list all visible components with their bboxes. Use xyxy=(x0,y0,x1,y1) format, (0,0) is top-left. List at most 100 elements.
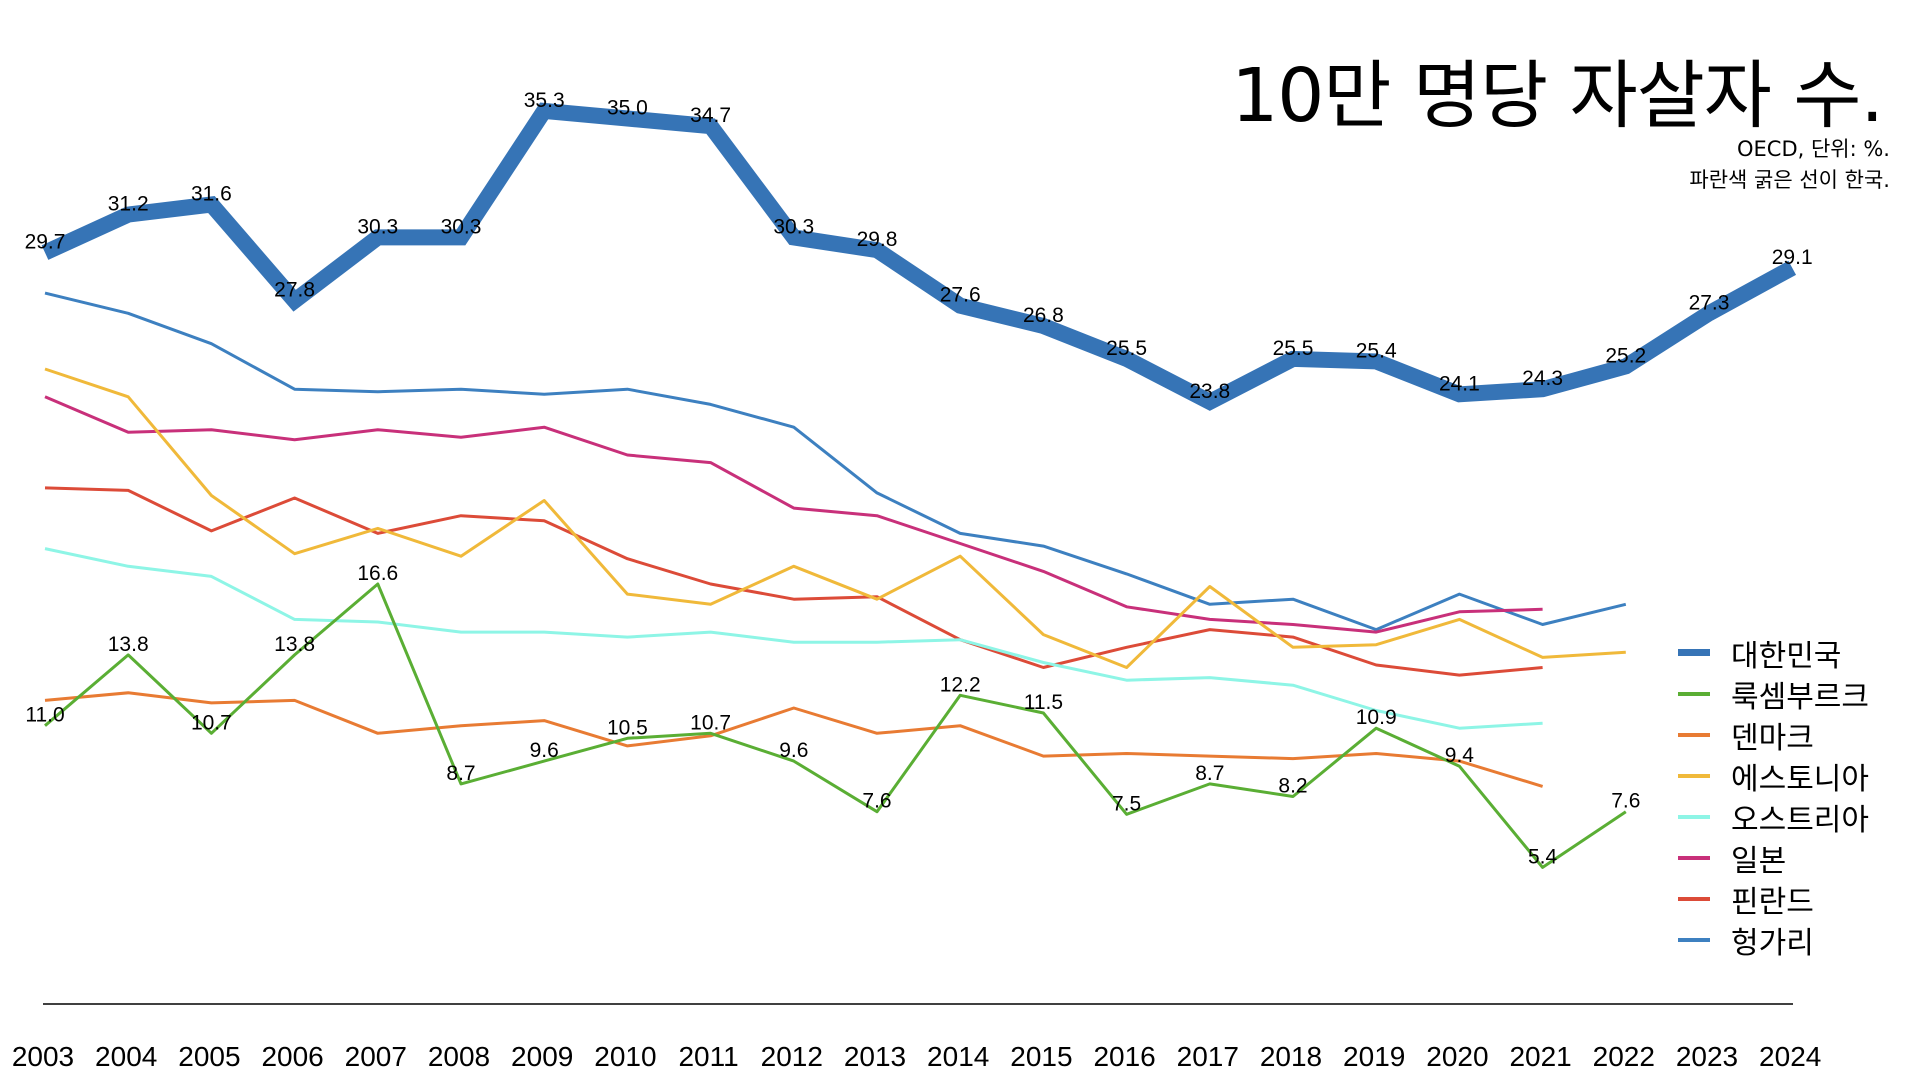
data-label: 25.4 xyxy=(1356,339,1397,362)
legend-swatch xyxy=(1678,896,1710,901)
data-label: 24.3 xyxy=(1522,367,1563,390)
legend-item: 대한민국 xyxy=(1678,632,1869,674)
legend-item: 핀란드 xyxy=(1678,878,1869,920)
data-label: 26.8 xyxy=(1023,304,1064,327)
data-label: 16.6 xyxy=(357,562,398,585)
data-labels: 29.7 31.2 31.6 27.8 30.3 30.3 35.3 35.0 34.7 30.3… xyxy=(25,89,1813,868)
data-label: 30.3 xyxy=(441,215,482,238)
data-label: 13.8 xyxy=(274,633,315,656)
x-tick-label: 2005 xyxy=(178,1041,240,1072)
data-label: 30.3 xyxy=(357,215,398,238)
series-line-0 xyxy=(41,102,1797,411)
data-label: 29.7 xyxy=(25,231,66,254)
data-label: 23.8 xyxy=(1189,380,1230,403)
data-label: 8.7 xyxy=(1195,762,1224,785)
data-label: 25.2 xyxy=(1605,344,1646,367)
legend-swatch xyxy=(1678,691,1710,696)
data-label: 7.6 xyxy=(1611,790,1640,813)
legend-item: 일본 xyxy=(1678,837,1869,879)
series-line-3 xyxy=(44,367,1626,669)
legend-swatch xyxy=(1678,937,1710,942)
legend-label: 오스트리아 xyxy=(1731,802,1869,838)
series-line-7 xyxy=(44,291,1627,632)
x-tick-label: 2004 xyxy=(95,1041,157,1072)
x-tick-label: 2013 xyxy=(844,1041,906,1072)
series-line-1 xyxy=(44,582,1627,869)
data-label: 24.1 xyxy=(1439,372,1480,395)
data-label: 10.5 xyxy=(607,716,648,739)
series-line-2 xyxy=(44,691,1544,788)
data-label: 10.9 xyxy=(1356,706,1397,729)
data-label: 13.8 xyxy=(108,633,149,656)
x-tick-label: 2019 xyxy=(1343,1041,1405,1072)
x-tick-label: 2007 xyxy=(345,1041,407,1072)
data-label: 25.5 xyxy=(1106,337,1147,360)
x-tick-label: 2006 xyxy=(261,1041,323,1072)
legend-label: 일본 xyxy=(1731,843,1787,879)
data-label: 35.0 xyxy=(607,97,648,120)
legend-item: 오스트리아 xyxy=(1678,796,1869,838)
data-label: 10.7 xyxy=(690,711,731,734)
x-tick-label: 2009 xyxy=(511,1041,573,1072)
korea-series-line xyxy=(41,102,1797,411)
data-label: 27.6 xyxy=(940,284,981,307)
data-label: 27.8 xyxy=(274,279,315,302)
x-tick-label: 2010 xyxy=(594,1041,656,1072)
legend-item: 덴마크 xyxy=(1678,714,1869,756)
data-label: 11.0 xyxy=(25,704,64,727)
legend-item: 에스토니아 xyxy=(1678,755,1869,797)
legend-label: 에스토니아 xyxy=(1731,761,1869,797)
x-tick-label: 2016 xyxy=(1093,1041,1155,1072)
x-tick-label: 2017 xyxy=(1177,1041,1239,1072)
legend-label: 핀란드 xyxy=(1731,884,1814,920)
x-tick-label: 2003 xyxy=(12,1041,74,1072)
legend-swatch xyxy=(1678,773,1710,778)
data-label: 25.5 xyxy=(1273,337,1314,360)
data-label: 29.1 xyxy=(1772,246,1813,269)
data-label: 9.6 xyxy=(530,739,559,762)
data-label: 8.2 xyxy=(1278,775,1307,798)
x-tick-label: 2015 xyxy=(1010,1041,1072,1072)
x-tick-label: 2011 xyxy=(678,1041,738,1072)
data-label: 8.7 xyxy=(446,762,475,785)
data-label: 29.8 xyxy=(857,228,898,251)
data-label: 27.3 xyxy=(1689,291,1730,314)
legend-label: 헝가리 xyxy=(1731,925,1814,961)
series-line-4 xyxy=(44,547,1543,730)
data-label: 9.4 xyxy=(1445,744,1475,767)
x-tick-label: 2024 xyxy=(1759,1041,1821,1072)
x-tick-labels: 2003 2004 2005 2006 2007 2008 2009 2010 2011 2012… xyxy=(12,1041,1821,1072)
legend-label: 룩셈부르크 xyxy=(1731,679,1869,715)
subtitle-source-line: OECD, 단위: %. xyxy=(1736,137,1890,161)
data-label: 7.5 xyxy=(1112,792,1141,815)
data-label: 31.6 xyxy=(191,183,232,206)
series-line-5 xyxy=(44,395,1543,634)
x-tick-label: 2023 xyxy=(1676,1041,1738,1072)
x-tick-label: 2020 xyxy=(1426,1041,1488,1072)
x-tick-label: 2021 xyxy=(1509,1041,1571,1072)
x-tick-label: 2018 xyxy=(1260,1041,1322,1072)
data-label: 11.5 xyxy=(1024,691,1063,714)
x-tick-label: 2012 xyxy=(761,1041,823,1072)
legend-label: 대한민국 xyxy=(1731,638,1842,674)
legend-item: 룩셈부르크 xyxy=(1678,673,1869,715)
legend-item: 헝가리 xyxy=(1678,919,1869,961)
series-lines xyxy=(44,291,1627,869)
data-label: 31.2 xyxy=(108,193,149,216)
legend-swatch xyxy=(1678,732,1710,737)
chart-title: 10만 명당 자살자 수. xyxy=(1231,53,1884,139)
legend-swatch xyxy=(1678,855,1710,860)
data-label: 35.3 xyxy=(524,89,565,112)
data-label: 34.7 xyxy=(690,104,731,127)
chart-subtitle: OECD, 단위: %. 파란색 굵은 선이 한국. xyxy=(1689,134,1890,196)
data-label: 9.6 xyxy=(779,739,808,762)
data-label: 7.6 xyxy=(862,790,891,813)
series-line-6 xyxy=(44,486,1543,677)
x-tick-label: 2014 xyxy=(927,1041,989,1072)
data-label: 12.2 xyxy=(940,673,981,696)
data-label: 5.4 xyxy=(1528,845,1558,868)
x-tick-label: 2008 xyxy=(428,1041,490,1072)
x-tick-label: 2022 xyxy=(1593,1041,1655,1072)
